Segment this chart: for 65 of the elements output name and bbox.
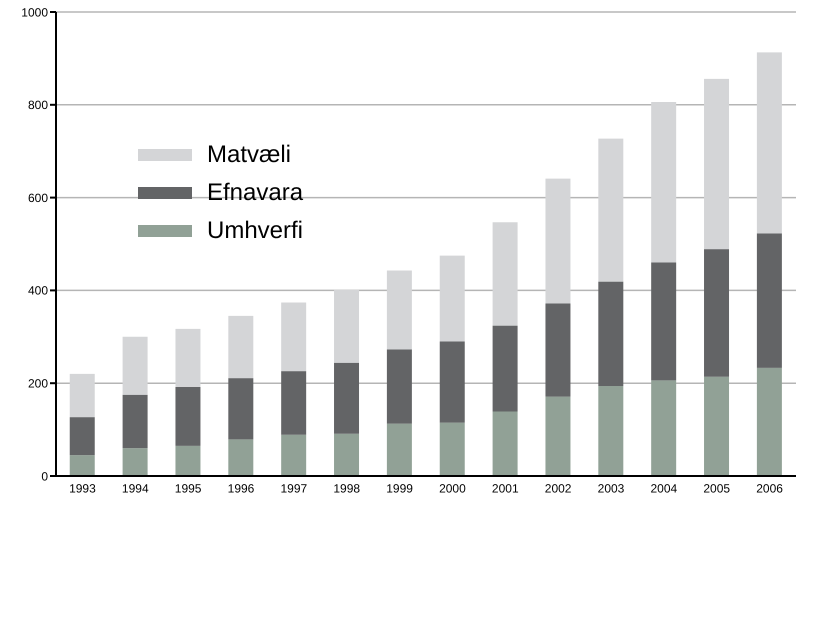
bar [756,368,782,476]
bar [651,262,676,380]
bar [492,412,518,476]
x-tick-label: 2003 [598,482,625,496]
bar [281,302,306,372]
legend-label: Matvæli [207,141,292,169]
bar [175,386,200,446]
bar [70,455,95,476]
bar [228,316,254,378]
x-tick-label: 1993 [69,482,96,496]
bar [386,349,412,424]
bar [598,282,624,386]
y-tick-label: 600 [28,190,48,205]
bar [334,290,360,363]
x-tick-label: 2005 [703,482,730,496]
bar [756,52,782,234]
bar [228,439,254,476]
x-tick-label: 1998 [333,482,360,496]
bar [545,303,570,397]
x-tick-label: 1999 [386,482,414,496]
bar [440,256,465,342]
bar [598,386,624,476]
bar [545,396,570,476]
bar [175,446,200,476]
legend-label: Efnavara [207,179,304,207]
x-tick-label: 1997 [280,482,308,496]
y-tick-label: 1000 [21,5,48,20]
y-tick-label: 400 [28,284,48,298]
bar [756,233,782,368]
bar [704,376,730,476]
bar [281,371,306,435]
bar [334,362,360,434]
bar [492,222,518,326]
bar [386,424,412,476]
x-tick-label: 1995 [174,482,202,496]
legend-label: Umhverfi [207,217,304,245]
bar [492,326,518,412]
bar [334,434,360,476]
bar [704,78,730,250]
bar [598,138,624,282]
bar [70,374,95,418]
bar [704,249,730,377]
x-tick-label: 2006 [756,482,784,496]
y-tick-label: 0 [41,469,48,484]
bar [228,378,254,440]
bar [122,394,148,448]
x-tick-label: 2002 [544,482,572,496]
bar [122,336,148,395]
bar [651,380,676,476]
y-tick-label: 200 [28,376,48,390]
bar [651,102,676,263]
x-tick-label: 2004 [650,482,678,496]
x-tick-label: 1996 [228,482,255,496]
bar [70,417,95,456]
bar [122,448,148,476]
y-tick-label: 800 [28,98,48,112]
x-tick-label: 1994 [122,482,149,496]
bar [545,178,570,304]
bar [386,270,412,350]
x-tick-label: 2000 [439,482,466,496]
x-tick-label: 2001 [492,482,519,496]
bar [175,328,200,387]
bar [281,434,306,476]
bar [440,341,465,423]
bar [440,422,465,476]
